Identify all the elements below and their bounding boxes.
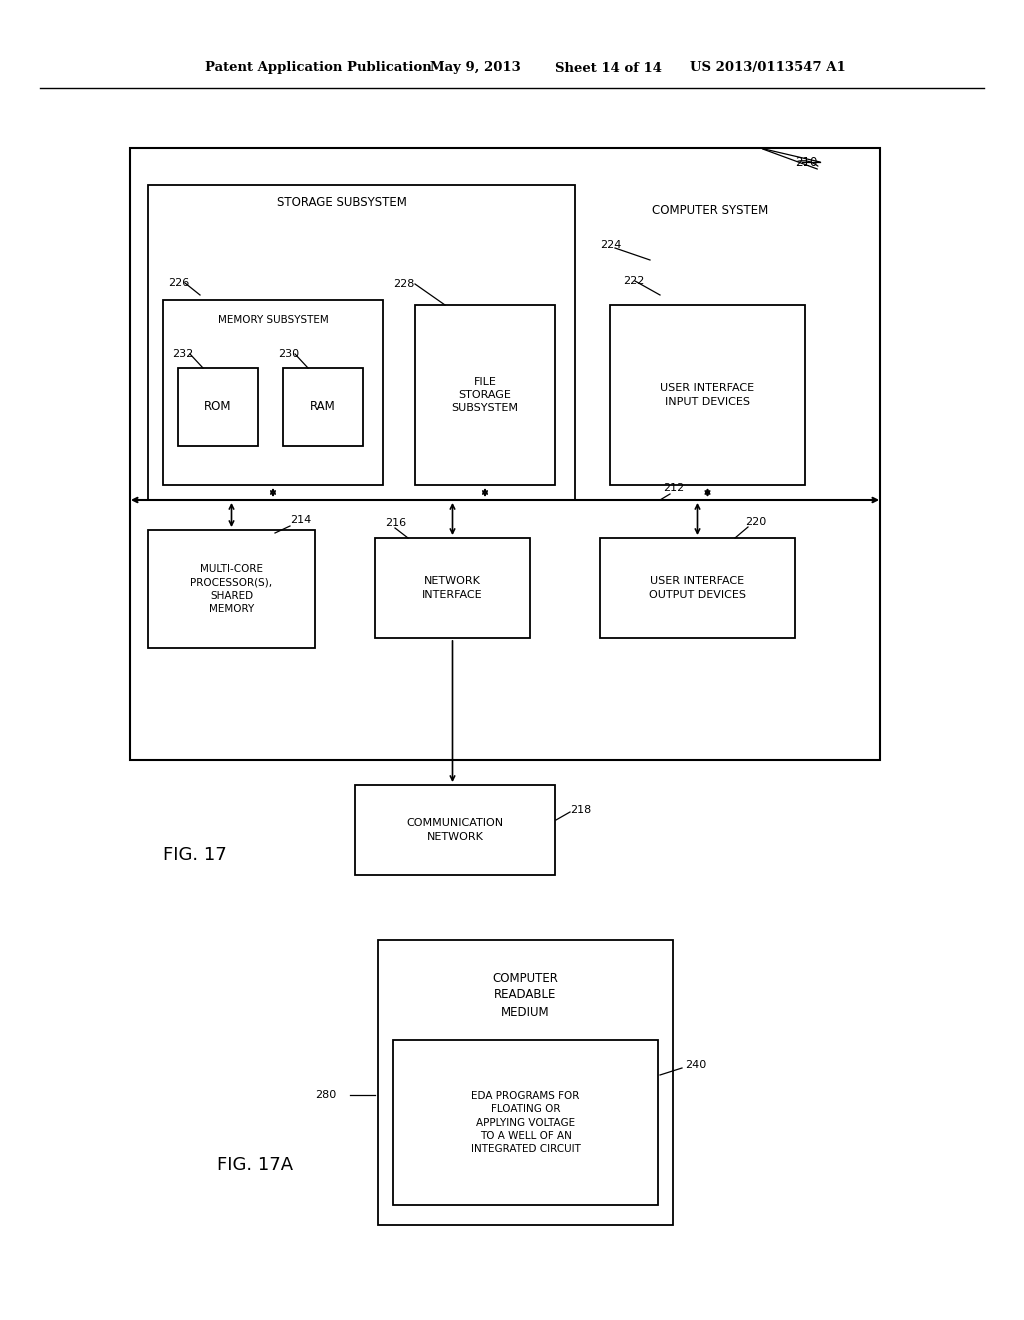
Bar (610, 305, 805, 484)
Bar (375, 539, 530, 638)
Bar (178, 368, 258, 446)
Text: 222: 222 (623, 276, 644, 286)
Text: 210: 210 (795, 156, 817, 169)
Text: NETWORK
INTERFACE: NETWORK INTERFACE (422, 577, 482, 599)
Bar (130, 148, 880, 760)
Text: COMPUTER
READABLE
MEDIUM: COMPUTER READABLE MEDIUM (493, 972, 558, 1019)
Bar (283, 368, 362, 446)
Text: 220: 220 (745, 517, 766, 527)
Text: ROM: ROM (204, 400, 231, 413)
Text: 224: 224 (600, 240, 622, 249)
Text: MULTI-CORE
PROCESSOR(S),
SHARED
MEMORY: MULTI-CORE PROCESSOR(S), SHARED MEMORY (190, 564, 272, 614)
Text: May 9, 2013: May 9, 2013 (430, 62, 521, 74)
Text: FILE
STORAGE
SUBSYSTEM: FILE STORAGE SUBSYSTEM (452, 376, 518, 413)
Text: US 2013/0113547 A1: US 2013/0113547 A1 (690, 62, 846, 74)
Text: 214: 214 (290, 515, 311, 525)
Text: FIG. 17A: FIG. 17A (217, 1156, 293, 1173)
Text: 232: 232 (172, 348, 194, 359)
Bar (600, 539, 795, 638)
Text: 230: 230 (278, 348, 299, 359)
Text: 228: 228 (393, 279, 415, 289)
Bar (163, 300, 383, 484)
Bar (393, 1040, 658, 1205)
Text: COMMUNICATION
NETWORK: COMMUNICATION NETWORK (407, 818, 504, 842)
Text: 216: 216 (385, 517, 407, 528)
Text: 212: 212 (663, 483, 684, 492)
Text: USER INTERFACE
INPUT DEVICES: USER INTERFACE INPUT DEVICES (660, 383, 755, 407)
Text: COMPUTER SYSTEM: COMPUTER SYSTEM (652, 203, 768, 216)
Text: STORAGE SUBSYSTEM: STORAGE SUBSYSTEM (276, 197, 407, 210)
Text: FIG. 17: FIG. 17 (163, 846, 227, 865)
Text: MEMORY SUBSYSTEM: MEMORY SUBSYSTEM (218, 315, 329, 325)
Text: USER INTERFACE
OUTPUT DEVICES: USER INTERFACE OUTPUT DEVICES (649, 577, 746, 599)
Text: 218: 218 (570, 805, 591, 814)
Bar (148, 185, 575, 500)
Bar (378, 940, 673, 1225)
Text: 280: 280 (315, 1090, 336, 1100)
Text: EDA PROGRAMS FOR
FLOATING OR
APPLYING VOLTAGE
TO A WELL OF AN
INTEGRATED CIRCUIT: EDA PROGRAMS FOR FLOATING OR APPLYING VO… (471, 1092, 581, 1154)
Text: Patent Application Publication: Patent Application Publication (205, 62, 432, 74)
Bar (415, 305, 555, 484)
Text: RAM: RAM (310, 400, 336, 413)
Bar (148, 531, 315, 648)
Bar (355, 785, 555, 875)
Text: 226: 226 (168, 279, 189, 288)
Text: 240: 240 (685, 1060, 707, 1071)
Text: Sheet 14 of 14: Sheet 14 of 14 (555, 62, 662, 74)
